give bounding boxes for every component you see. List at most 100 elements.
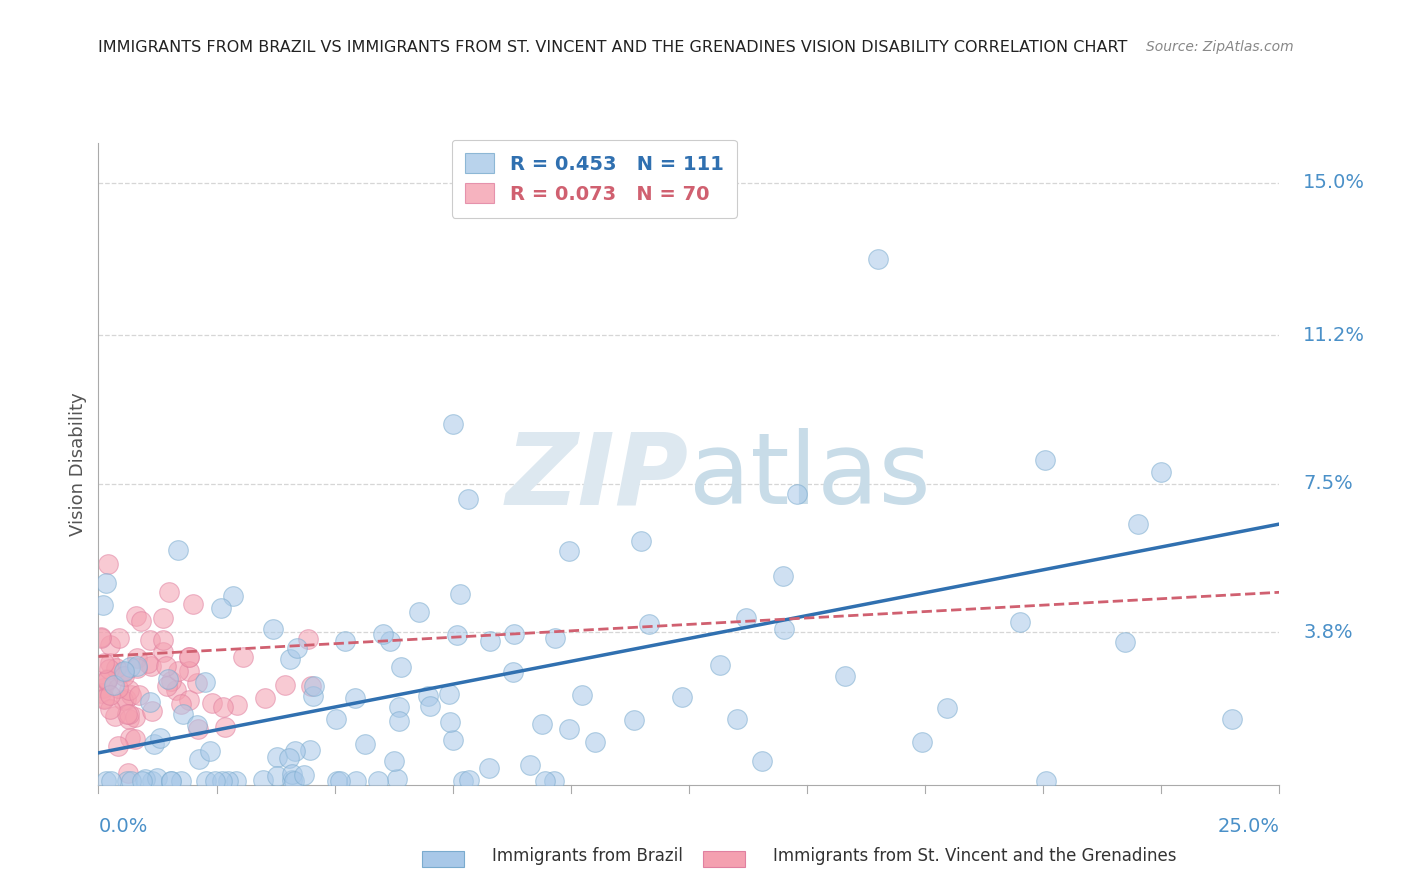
Point [936, 701, 959, 715]
Point [252, 773, 274, 788]
Point [146, 772, 169, 786]
Text: 11.2%: 11.2% [1303, 326, 1365, 345]
Point [502, 665, 524, 679]
Point [751, 754, 773, 768]
Point [344, 774, 367, 789]
Point [297, 632, 319, 646]
Point [727, 712, 749, 726]
Point [1114, 634, 1136, 648]
Point [134, 772, 156, 786]
Point [120, 774, 142, 789]
Point [225, 774, 247, 789]
Point [129, 614, 152, 628]
Point [125, 660, 148, 674]
Point [292, 768, 315, 782]
Legend: R = 0.453   N = 111, R = 0.073   N = 70: R = 0.453 N = 111, R = 0.073 N = 70 [451, 139, 737, 218]
Point [160, 674, 183, 689]
Point [278, 651, 301, 665]
Text: 0.0%: 0.0% [98, 817, 148, 836]
Point [177, 649, 200, 664]
Point [94, 774, 117, 789]
Point [302, 689, 325, 703]
Point [152, 611, 174, 625]
Point [112, 669, 135, 683]
Point [225, 698, 247, 713]
Point [152, 645, 174, 659]
Point [104, 708, 127, 723]
Point [91, 681, 114, 695]
Point [186, 718, 208, 732]
Point [1220, 712, 1243, 726]
Point [325, 713, 347, 727]
Point [304, 679, 326, 693]
Point [115, 774, 138, 789]
Point [93, 692, 115, 706]
Point [136, 657, 159, 671]
Point [186, 676, 208, 690]
Point [479, 634, 502, 648]
Point [439, 714, 461, 729]
Point [139, 633, 162, 648]
Point [149, 731, 172, 745]
Point [408, 605, 430, 619]
Point [188, 752, 211, 766]
Point [117, 707, 139, 722]
Point [533, 774, 555, 789]
Point [354, 737, 377, 751]
Point [97, 662, 120, 676]
Point [443, 733, 465, 747]
Point [544, 632, 567, 646]
Point [90, 686, 112, 700]
Point [419, 699, 441, 714]
Point [299, 743, 322, 757]
Point [343, 691, 366, 706]
Point [458, 773, 481, 788]
Point [152, 632, 174, 647]
Point [382, 754, 405, 768]
Point [141, 704, 163, 718]
Point [96, 673, 118, 688]
Point [232, 649, 254, 664]
Point [194, 774, 217, 789]
Point [266, 769, 288, 783]
Point [98, 689, 121, 703]
Point [446, 628, 468, 642]
Point [91, 598, 114, 612]
Point [120, 688, 142, 702]
Point [1126, 516, 1149, 531]
Point [253, 690, 276, 705]
Point [139, 659, 162, 673]
Point [160, 774, 183, 789]
Point [335, 634, 357, 648]
Point [139, 695, 162, 709]
Point [157, 585, 180, 599]
Point [325, 774, 347, 789]
Text: 7.5%: 7.5% [1303, 475, 1353, 493]
Point [451, 774, 474, 789]
Point [299, 679, 322, 693]
Point [107, 739, 129, 753]
Point [638, 616, 661, 631]
Text: Immigrants from St. Vincent and the Grenadines: Immigrants from St. Vincent and the Gren… [773, 847, 1177, 865]
Point [117, 766, 139, 780]
Point [124, 710, 146, 724]
Point [112, 665, 135, 679]
Point [172, 706, 194, 721]
Point [583, 735, 606, 749]
Point [285, 641, 308, 656]
Point [110, 665, 132, 680]
Point [93, 690, 115, 705]
Point [262, 622, 284, 636]
Point [125, 609, 148, 624]
Point [127, 650, 149, 665]
Point [170, 697, 193, 711]
Point [94, 575, 117, 590]
Point [385, 772, 408, 787]
Point [170, 774, 193, 789]
Point [96, 673, 118, 687]
Point [278, 751, 301, 765]
Point [107, 681, 129, 695]
Text: IMMIGRANTS FROM BRAZIL VS IMMIGRANTS FROM ST. VINCENT AND THE GRENADINES VISION : IMMIGRANTS FROM BRAZIL VS IMMIGRANTS FRO… [98, 40, 1128, 55]
Text: 25.0%: 25.0% [1218, 817, 1279, 836]
Point [198, 744, 221, 758]
